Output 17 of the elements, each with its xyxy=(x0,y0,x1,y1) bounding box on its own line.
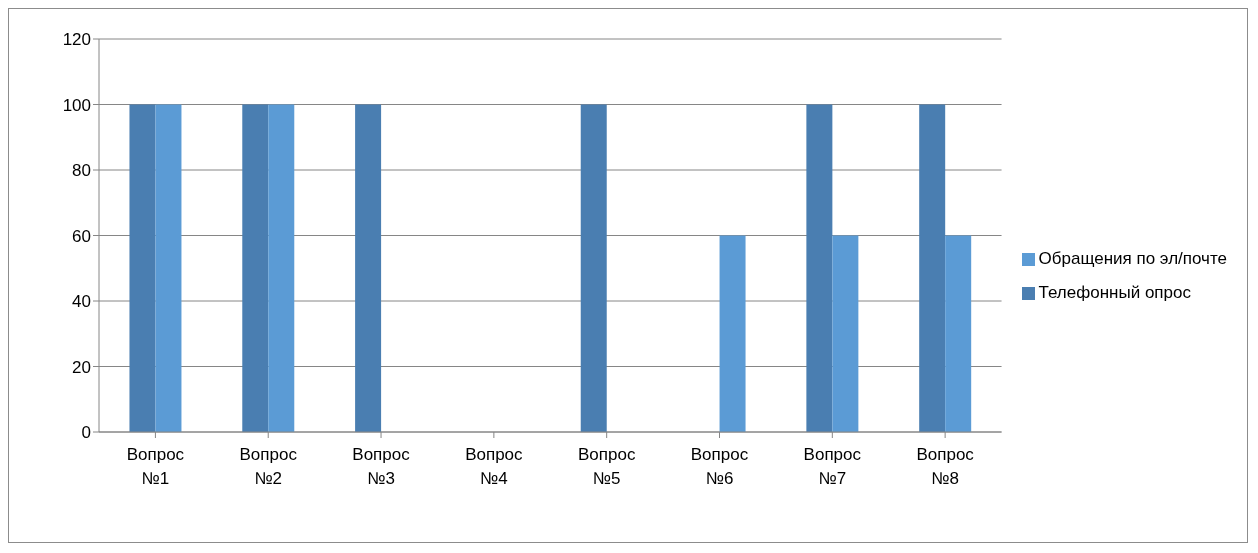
x-tick-label: Вопрос №1 xyxy=(126,445,185,488)
y-tick-label: 80 xyxy=(72,161,91,181)
x-tick-label: Вопрос №4 xyxy=(465,445,524,488)
x-tick-label: Вопрос №5 xyxy=(577,445,636,488)
y-tick-label: 0 xyxy=(81,423,91,443)
y-tick-label: 40 xyxy=(72,292,91,312)
y-tick-label: 120 xyxy=(62,30,91,50)
x-tick-label: Вопрос №3 xyxy=(352,445,411,488)
x-tick-label: Вопрос №7 xyxy=(803,445,862,488)
legend-label: Телефонный опрос xyxy=(1038,282,1191,302)
x-tick-label: Вопрос №2 xyxy=(239,445,298,488)
legend-label: Обращения по эл/почте xyxy=(1038,248,1227,268)
y-tick-label: 20 xyxy=(72,357,91,377)
x-tick-label: Вопрос №6 xyxy=(690,445,749,488)
y-tick-label: 60 xyxy=(72,226,91,246)
x-tick-label: Вопрос №8 xyxy=(916,445,975,488)
y-tick-label: 100 xyxy=(62,95,91,115)
